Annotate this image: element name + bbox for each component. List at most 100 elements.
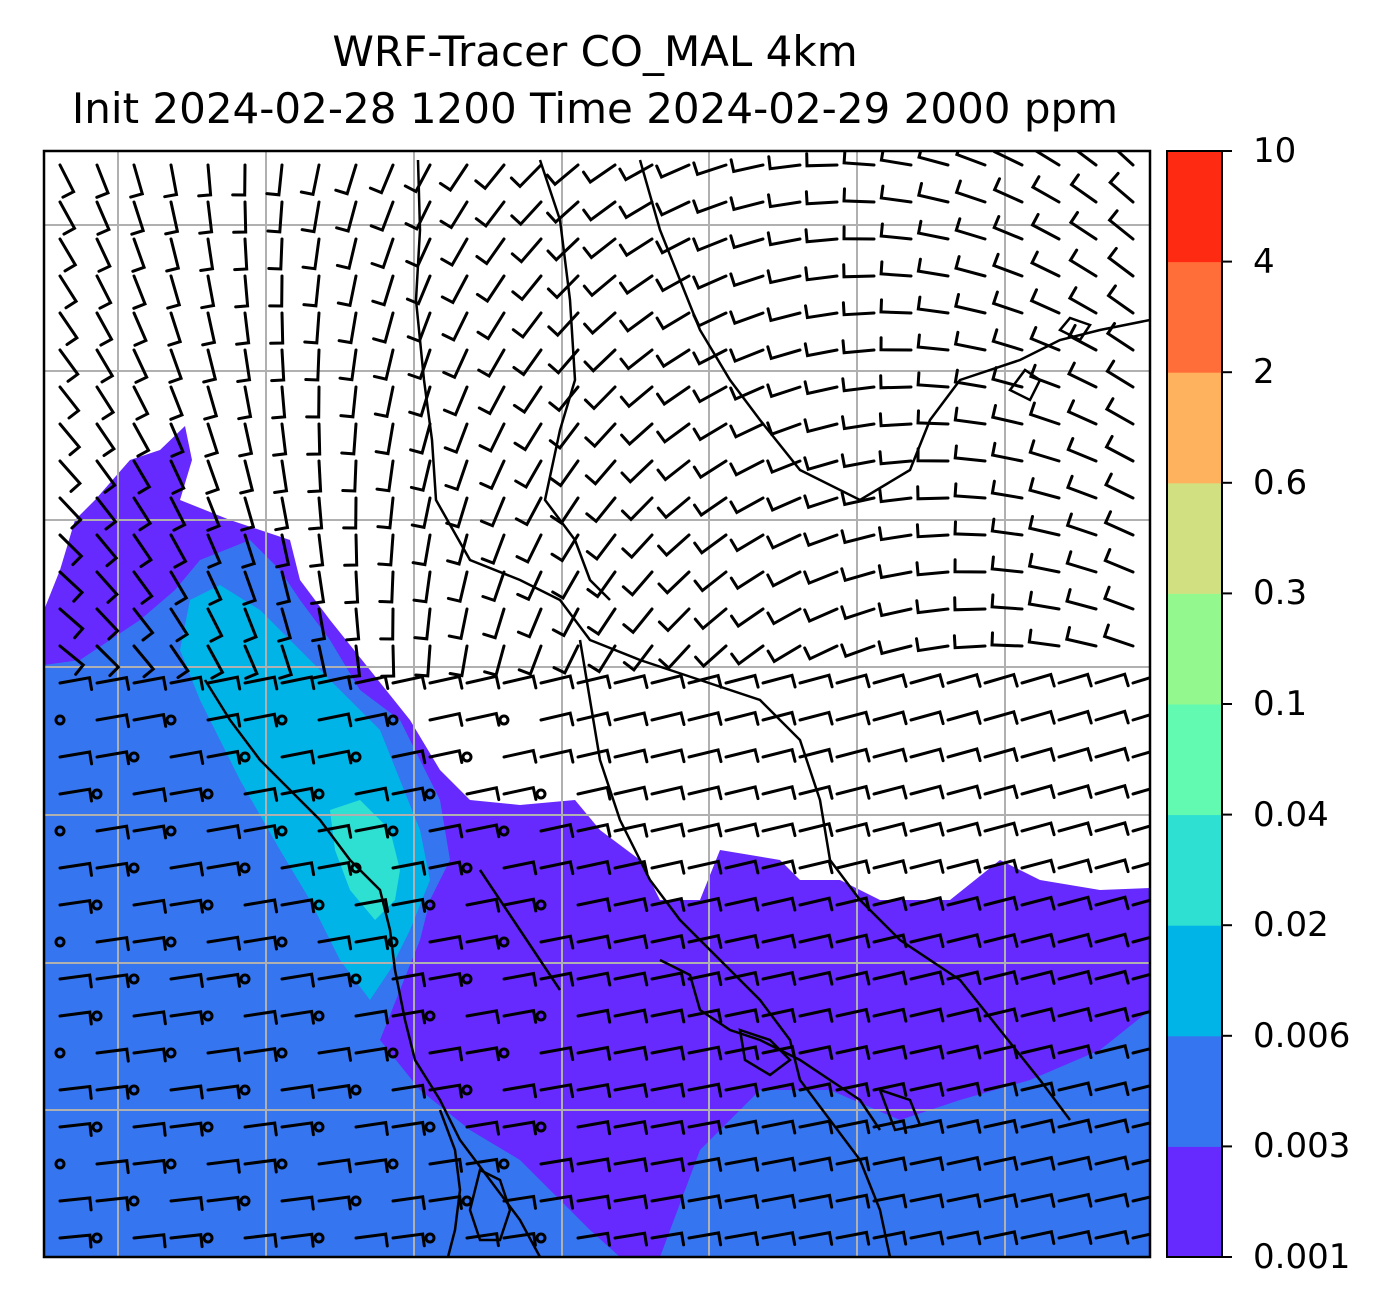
calm-wind-marker xyxy=(313,1010,325,1022)
wind-barb xyxy=(476,311,506,341)
calm-wind-marker xyxy=(128,1195,140,1207)
calm-wind-marker xyxy=(350,1084,362,1096)
wind-barb xyxy=(916,485,950,501)
wind-barb xyxy=(872,1156,908,1172)
wind-barb xyxy=(391,1009,427,1025)
wind-barb xyxy=(576,897,612,913)
wind-barb xyxy=(840,529,876,545)
wind-barb xyxy=(502,674,538,690)
wind-barb xyxy=(761,822,797,838)
wind-barb xyxy=(58,570,85,603)
wind-barb xyxy=(95,311,114,347)
map-frame xyxy=(42,149,1152,1259)
wind-barb xyxy=(798,1230,834,1246)
wind-barb xyxy=(872,858,908,874)
wind-barb xyxy=(412,570,432,604)
wind-barb xyxy=(515,533,543,564)
wind-barb xyxy=(583,311,617,336)
wind-barb xyxy=(1103,472,1135,500)
wind-barb xyxy=(872,673,908,688)
wind-barb xyxy=(724,822,760,838)
wind-barb xyxy=(410,496,432,530)
wind-barb xyxy=(169,1121,204,1137)
wind-barb xyxy=(729,196,765,212)
wind-barb xyxy=(409,422,432,455)
wind-barb xyxy=(585,496,617,524)
wind-barb xyxy=(95,936,130,952)
wind-barb xyxy=(240,496,256,532)
wind-barb xyxy=(95,1159,130,1175)
wind-barb xyxy=(687,822,723,838)
wind-barb xyxy=(413,607,432,641)
wind-barb xyxy=(613,822,649,838)
wind-barb xyxy=(1057,1118,1093,1134)
wind-barb xyxy=(428,1195,463,1210)
wind-barb xyxy=(1094,821,1130,836)
calm-wind-marker xyxy=(54,714,66,726)
wind-barb xyxy=(804,304,839,320)
wind-barb xyxy=(477,348,506,379)
wind-barb xyxy=(502,1231,537,1247)
wind-barb xyxy=(552,644,580,675)
wind-barb xyxy=(95,237,112,273)
wind-barb xyxy=(131,237,147,273)
wind-barb xyxy=(335,200,358,233)
wind-barb xyxy=(1028,515,1061,537)
wind-barb xyxy=(766,607,802,626)
map-title-line2: Init 2024-02-28 1200 Time 2024-02-29 200… xyxy=(71,84,1119,133)
calm-wind-marker xyxy=(535,788,547,800)
wind-barb xyxy=(953,330,987,352)
wind-barb xyxy=(840,567,876,583)
wind-barb xyxy=(798,784,834,800)
wind-barb xyxy=(803,494,839,510)
wind-barb xyxy=(132,1010,167,1026)
wind-barb xyxy=(502,785,538,801)
wind-barb xyxy=(391,1232,426,1248)
wind-barb xyxy=(354,712,390,728)
wind-barb xyxy=(656,422,691,444)
wind-barb xyxy=(371,274,395,307)
wind-barb xyxy=(269,311,285,345)
wind-barb xyxy=(502,1083,538,1099)
wind-barb xyxy=(517,644,543,677)
wind-barb xyxy=(391,860,427,876)
wind-barb xyxy=(619,311,654,333)
wind-barb xyxy=(169,459,186,495)
wind-barb xyxy=(447,607,469,641)
wind-barb xyxy=(448,644,469,678)
wind-barb xyxy=(1020,969,1056,985)
wind-barb xyxy=(344,570,360,605)
wind-barb xyxy=(307,459,323,494)
wind-barb xyxy=(354,674,390,690)
wind-barb xyxy=(265,163,284,197)
wind-barb xyxy=(729,234,765,250)
wind-barb xyxy=(169,898,204,914)
wind-barb xyxy=(95,750,131,766)
wind-barb xyxy=(915,561,950,577)
calm-wind-marker xyxy=(387,825,399,837)
wind-barb xyxy=(275,533,291,569)
wind-barb xyxy=(992,215,1024,241)
wind-barb xyxy=(206,675,242,691)
wind-barb xyxy=(983,932,1019,948)
wind-barb xyxy=(798,747,834,763)
calm-wind-marker xyxy=(91,788,103,800)
wind-barb xyxy=(729,348,765,364)
wind-barb xyxy=(345,607,361,642)
wind-barb xyxy=(354,786,390,802)
colorbar-segment xyxy=(1167,372,1222,484)
wind-barb xyxy=(655,311,691,331)
wind-barb xyxy=(1068,248,1098,278)
wind-barb xyxy=(656,459,691,482)
wind-barb xyxy=(206,533,222,569)
wind-barb xyxy=(539,1045,575,1061)
wind-barb xyxy=(576,971,612,987)
wind-barb xyxy=(990,593,1024,611)
wind-barb xyxy=(164,200,180,236)
wind-barb xyxy=(280,675,316,691)
wind-barb xyxy=(502,860,538,876)
wind-barb xyxy=(767,193,802,209)
wind-barb xyxy=(132,675,168,691)
wind-barb xyxy=(58,1084,93,1100)
wind-barb xyxy=(916,447,950,463)
